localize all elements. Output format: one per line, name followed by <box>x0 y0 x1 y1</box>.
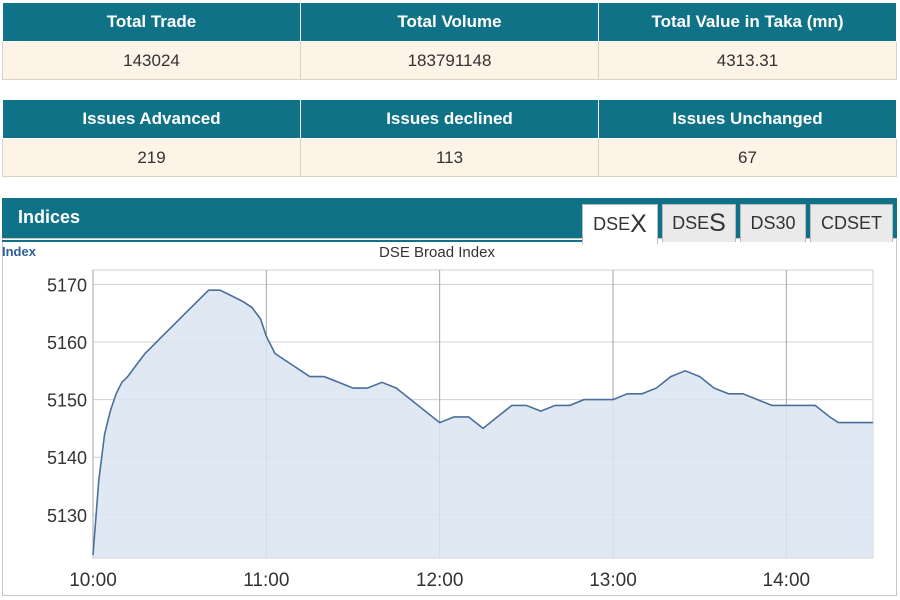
total-trade-header: Total Trade <box>2 2 301 42</box>
x-tick-label: 12:00 <box>416 570 464 591</box>
tab-dses[interactable]: DSE S <box>662 204 736 242</box>
issues-advanced-value: 219 <box>2 138 301 177</box>
y-tick-labels: 5130 5140 5150 5160 5170 <box>47 275 87 525</box>
y-tick-label: 5140 <box>47 448 87 468</box>
total-value-value: 4313.31 <box>598 41 897 80</box>
tab-ds30-label: DS30 <box>750 213 796 233</box>
tab-dses-suffix: S <box>709 209 726 237</box>
y-tick-label: 5130 <box>47 506 87 526</box>
trade-summary-table: Total Trade Total Volume Total Value in … <box>2 2 897 80</box>
indices-title: Indices <box>18 207 81 227</box>
tab-dsex-suffix: X <box>630 210 647 238</box>
issues-declined-value: 113 <box>300 138 599 177</box>
issues-declined-header: Issues declined <box>300 99 599 139</box>
total-volume-value: 183791148 <box>300 41 599 80</box>
tab-cdset-label: CDSET <box>820 213 882 233</box>
index-area-fill <box>93 290 873 558</box>
tab-dsex-prefix: DSE <box>593 214 631 234</box>
chart-title: DSE Broad Index <box>379 244 495 261</box>
x-tick-label: 11:00 <box>243 570 289 591</box>
x-tick-labels: 10:00 11:00 12:00 13:00 14:00 <box>69 570 810 591</box>
issues-advanced-header: Issues Advanced <box>2 99 301 139</box>
issues-summary-table: Issues Advanced Issues declined Issues U… <box>2 99 897 177</box>
header-underline <box>2 240 582 242</box>
tab-ds30[interactable]: DS30 <box>740 204 806 242</box>
x-tick-label: 13:00 <box>589 570 637 591</box>
y-tick-label: 5170 <box>47 275 87 295</box>
total-trade-value: 143024 <box>2 41 301 80</box>
x-tick-label: 14:00 <box>763 570 811 591</box>
y-axis-label: Index <box>2 244 37 259</box>
y-tick-label: 5150 <box>47 391 87 411</box>
index-series-line <box>92 289 873 556</box>
issues-unchanged-value: 67 <box>598 138 897 177</box>
tab-dsex[interactable]: DSE X <box>582 204 658 244</box>
issues-unchanged-header: Issues Unchanged <box>598 99 897 139</box>
x-tick-label: 10:00 <box>69 570 117 591</box>
y-tick-label: 5160 <box>47 333 87 353</box>
tab-cdset[interactable]: CDSET <box>810 204 893 242</box>
tab-dses-prefix: DSE <box>672 213 710 233</box>
